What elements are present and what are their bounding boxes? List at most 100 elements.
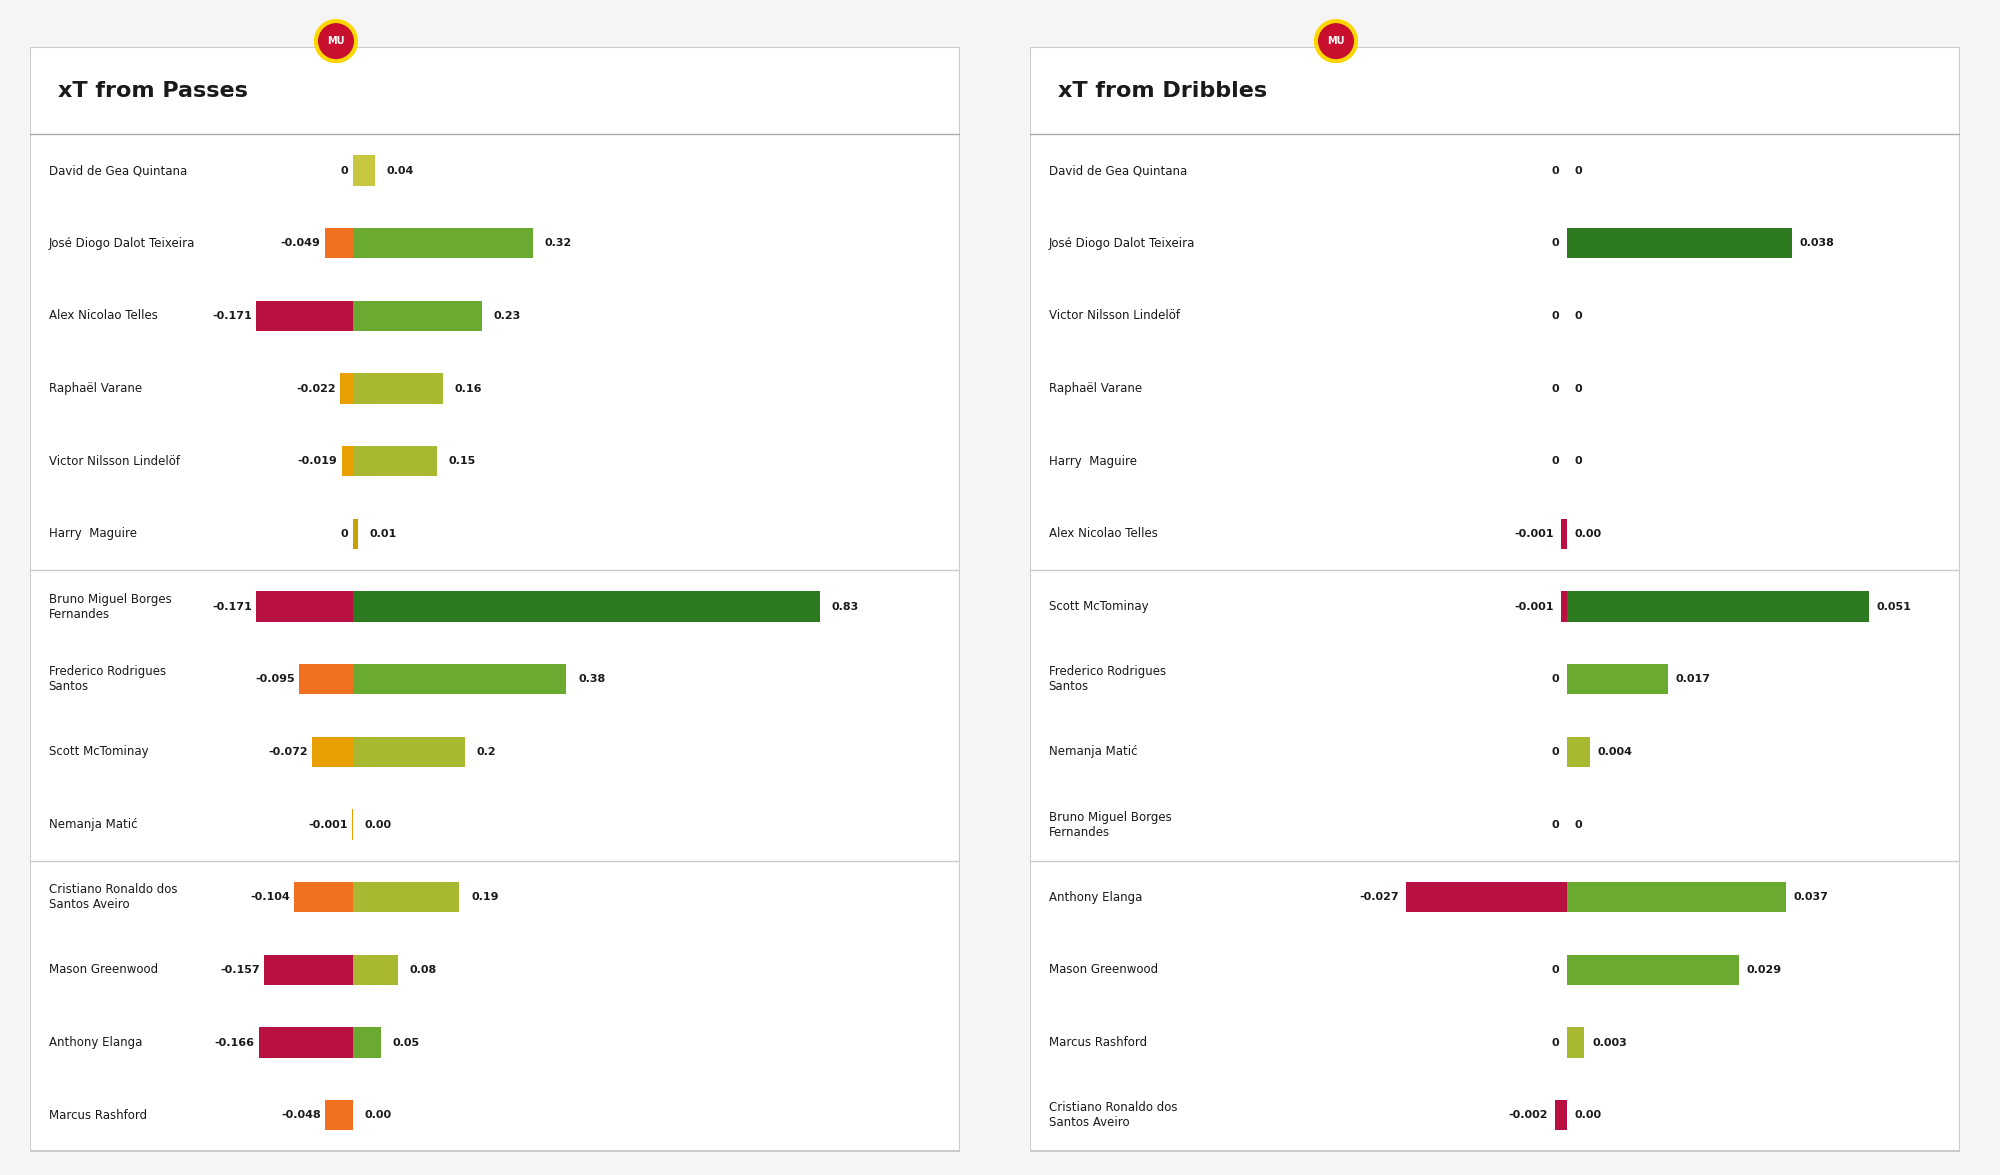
Text: -0.002: -0.002	[1508, 1110, 1548, 1120]
Text: Scott McTominay: Scott McTominay	[48, 745, 148, 758]
Text: 0.38: 0.38	[578, 674, 606, 684]
Bar	[300, 664, 352, 694]
Bar	[1566, 1027, 1584, 1058]
Bar	[1566, 228, 1792, 258]
Text: 0.003: 0.003	[1592, 1038, 1626, 1047]
Text: MU: MU	[1328, 36, 1344, 46]
Bar	[352, 518, 358, 549]
Bar	[260, 1027, 352, 1058]
Bar	[256, 591, 352, 622]
Text: 0.004: 0.004	[1598, 747, 1632, 757]
Bar	[1566, 882, 1786, 913]
Text: 0: 0	[1552, 965, 1560, 975]
Text: MU: MU	[328, 36, 344, 46]
Circle shape	[316, 21, 356, 61]
Bar	[1566, 954, 1738, 985]
Text: 0: 0	[1552, 166, 1560, 175]
Bar	[1560, 591, 1566, 622]
Text: Frederico Rodrigues
Santos: Frederico Rodrigues Santos	[48, 665, 166, 693]
Text: 0.08: 0.08	[410, 965, 436, 975]
Text: -0.001: -0.001	[1514, 602, 1554, 611]
Text: -0.001: -0.001	[308, 819, 348, 830]
Text: Marcus Rashford: Marcus Rashford	[1048, 1036, 1146, 1049]
Bar	[352, 882, 460, 913]
Text: 0.00: 0.00	[1574, 529, 1602, 539]
Text: 0.23: 0.23	[494, 311, 520, 321]
Text: 0: 0	[1552, 239, 1560, 248]
Text: 0: 0	[1574, 166, 1582, 175]
Bar	[352, 228, 532, 258]
Text: xT from Passes: xT from Passes	[58, 81, 248, 101]
Text: Nemanja Matić: Nemanja Matić	[1048, 745, 1138, 758]
Text: Victor Nilsson Lindelöf: Victor Nilsson Lindelöf	[1048, 309, 1180, 322]
Text: 0: 0	[340, 166, 348, 175]
Text: 0: 0	[1552, 747, 1560, 757]
Text: Harry  Maguire: Harry Maguire	[48, 528, 136, 540]
Text: -0.022: -0.022	[296, 383, 336, 394]
Text: -0.001: -0.001	[1514, 529, 1554, 539]
Bar	[1566, 664, 1668, 694]
Text: Nemanja Matić: Nemanja Matić	[48, 818, 138, 831]
Text: 0: 0	[1552, 383, 1560, 394]
Bar	[1566, 591, 1870, 622]
Text: 0.16: 0.16	[454, 383, 482, 394]
Text: Cristiano Ronaldo dos
Santos Aveiro: Cristiano Ronaldo dos Santos Aveiro	[1048, 1101, 1178, 1129]
Text: Bruno Miguel Borges
Fernandes: Bruno Miguel Borges Fernandes	[48, 592, 172, 620]
FancyBboxPatch shape	[30, 47, 960, 1152]
Bar	[352, 737, 466, 767]
Text: -0.019: -0.019	[298, 456, 338, 466]
Text: 0: 0	[1552, 311, 1560, 321]
Bar	[352, 446, 436, 476]
Text: 0.029: 0.029	[1746, 965, 1782, 975]
Text: 0.037: 0.037	[1794, 892, 1828, 902]
Text: xT from Dribbles: xT from Dribbles	[1058, 81, 1268, 101]
FancyBboxPatch shape	[1030, 47, 1960, 1152]
Text: José Diogo Dalot Teixeira: José Diogo Dalot Teixeira	[1048, 236, 1194, 250]
Text: -0.166: -0.166	[214, 1038, 254, 1047]
Text: 0.19: 0.19	[472, 892, 498, 902]
Text: Raphaël Varane: Raphaël Varane	[48, 382, 142, 395]
Text: 0: 0	[1574, 819, 1582, 830]
Text: -0.171: -0.171	[212, 602, 252, 611]
Bar	[352, 591, 820, 622]
Text: 0: 0	[1552, 456, 1560, 466]
Bar	[1560, 518, 1566, 549]
Text: Raphaël Varane: Raphaël Varane	[1048, 382, 1142, 395]
Text: -0.049: -0.049	[280, 239, 320, 248]
Bar	[352, 954, 398, 985]
Bar	[1566, 737, 1590, 767]
Text: 0.038: 0.038	[1800, 239, 1834, 248]
Bar	[264, 954, 352, 985]
Text: 0.051: 0.051	[1876, 602, 1912, 611]
Text: Alex Nicolao Telles: Alex Nicolao Telles	[48, 309, 158, 322]
Bar	[1406, 882, 1566, 913]
Bar	[352, 155, 376, 186]
Text: 0.83: 0.83	[832, 602, 858, 611]
Bar	[352, 301, 482, 331]
Text: 0.04: 0.04	[386, 166, 414, 175]
Bar	[342, 446, 352, 476]
Circle shape	[1316, 21, 1356, 61]
Text: José Diogo Dalot Teixeira: José Diogo Dalot Teixeira	[48, 236, 194, 250]
Text: 0: 0	[1552, 674, 1560, 684]
Text: 0.32: 0.32	[544, 239, 572, 248]
Text: 0.05: 0.05	[392, 1038, 420, 1047]
Text: Mason Greenwood: Mason Greenwood	[48, 963, 158, 976]
Bar	[340, 374, 352, 404]
Text: -0.171: -0.171	[212, 311, 252, 321]
Bar	[294, 882, 352, 913]
Text: 0: 0	[340, 529, 348, 539]
Bar	[324, 228, 352, 258]
Bar	[352, 1027, 380, 1058]
Text: 0: 0	[1574, 456, 1582, 466]
Bar	[1554, 1100, 1566, 1130]
Text: Anthony Elanga: Anthony Elanga	[1048, 891, 1142, 904]
Text: Alex Nicolao Telles: Alex Nicolao Telles	[1048, 528, 1158, 540]
Text: -0.048: -0.048	[282, 1110, 322, 1120]
Text: 0.01: 0.01	[370, 529, 398, 539]
Text: 0: 0	[1574, 311, 1582, 321]
Text: 0.15: 0.15	[448, 456, 476, 466]
Text: Scott McTominay: Scott McTominay	[1048, 600, 1148, 613]
Text: Frederico Rodrigues
Santos: Frederico Rodrigues Santos	[1048, 665, 1166, 693]
Text: 0: 0	[1552, 819, 1560, 830]
